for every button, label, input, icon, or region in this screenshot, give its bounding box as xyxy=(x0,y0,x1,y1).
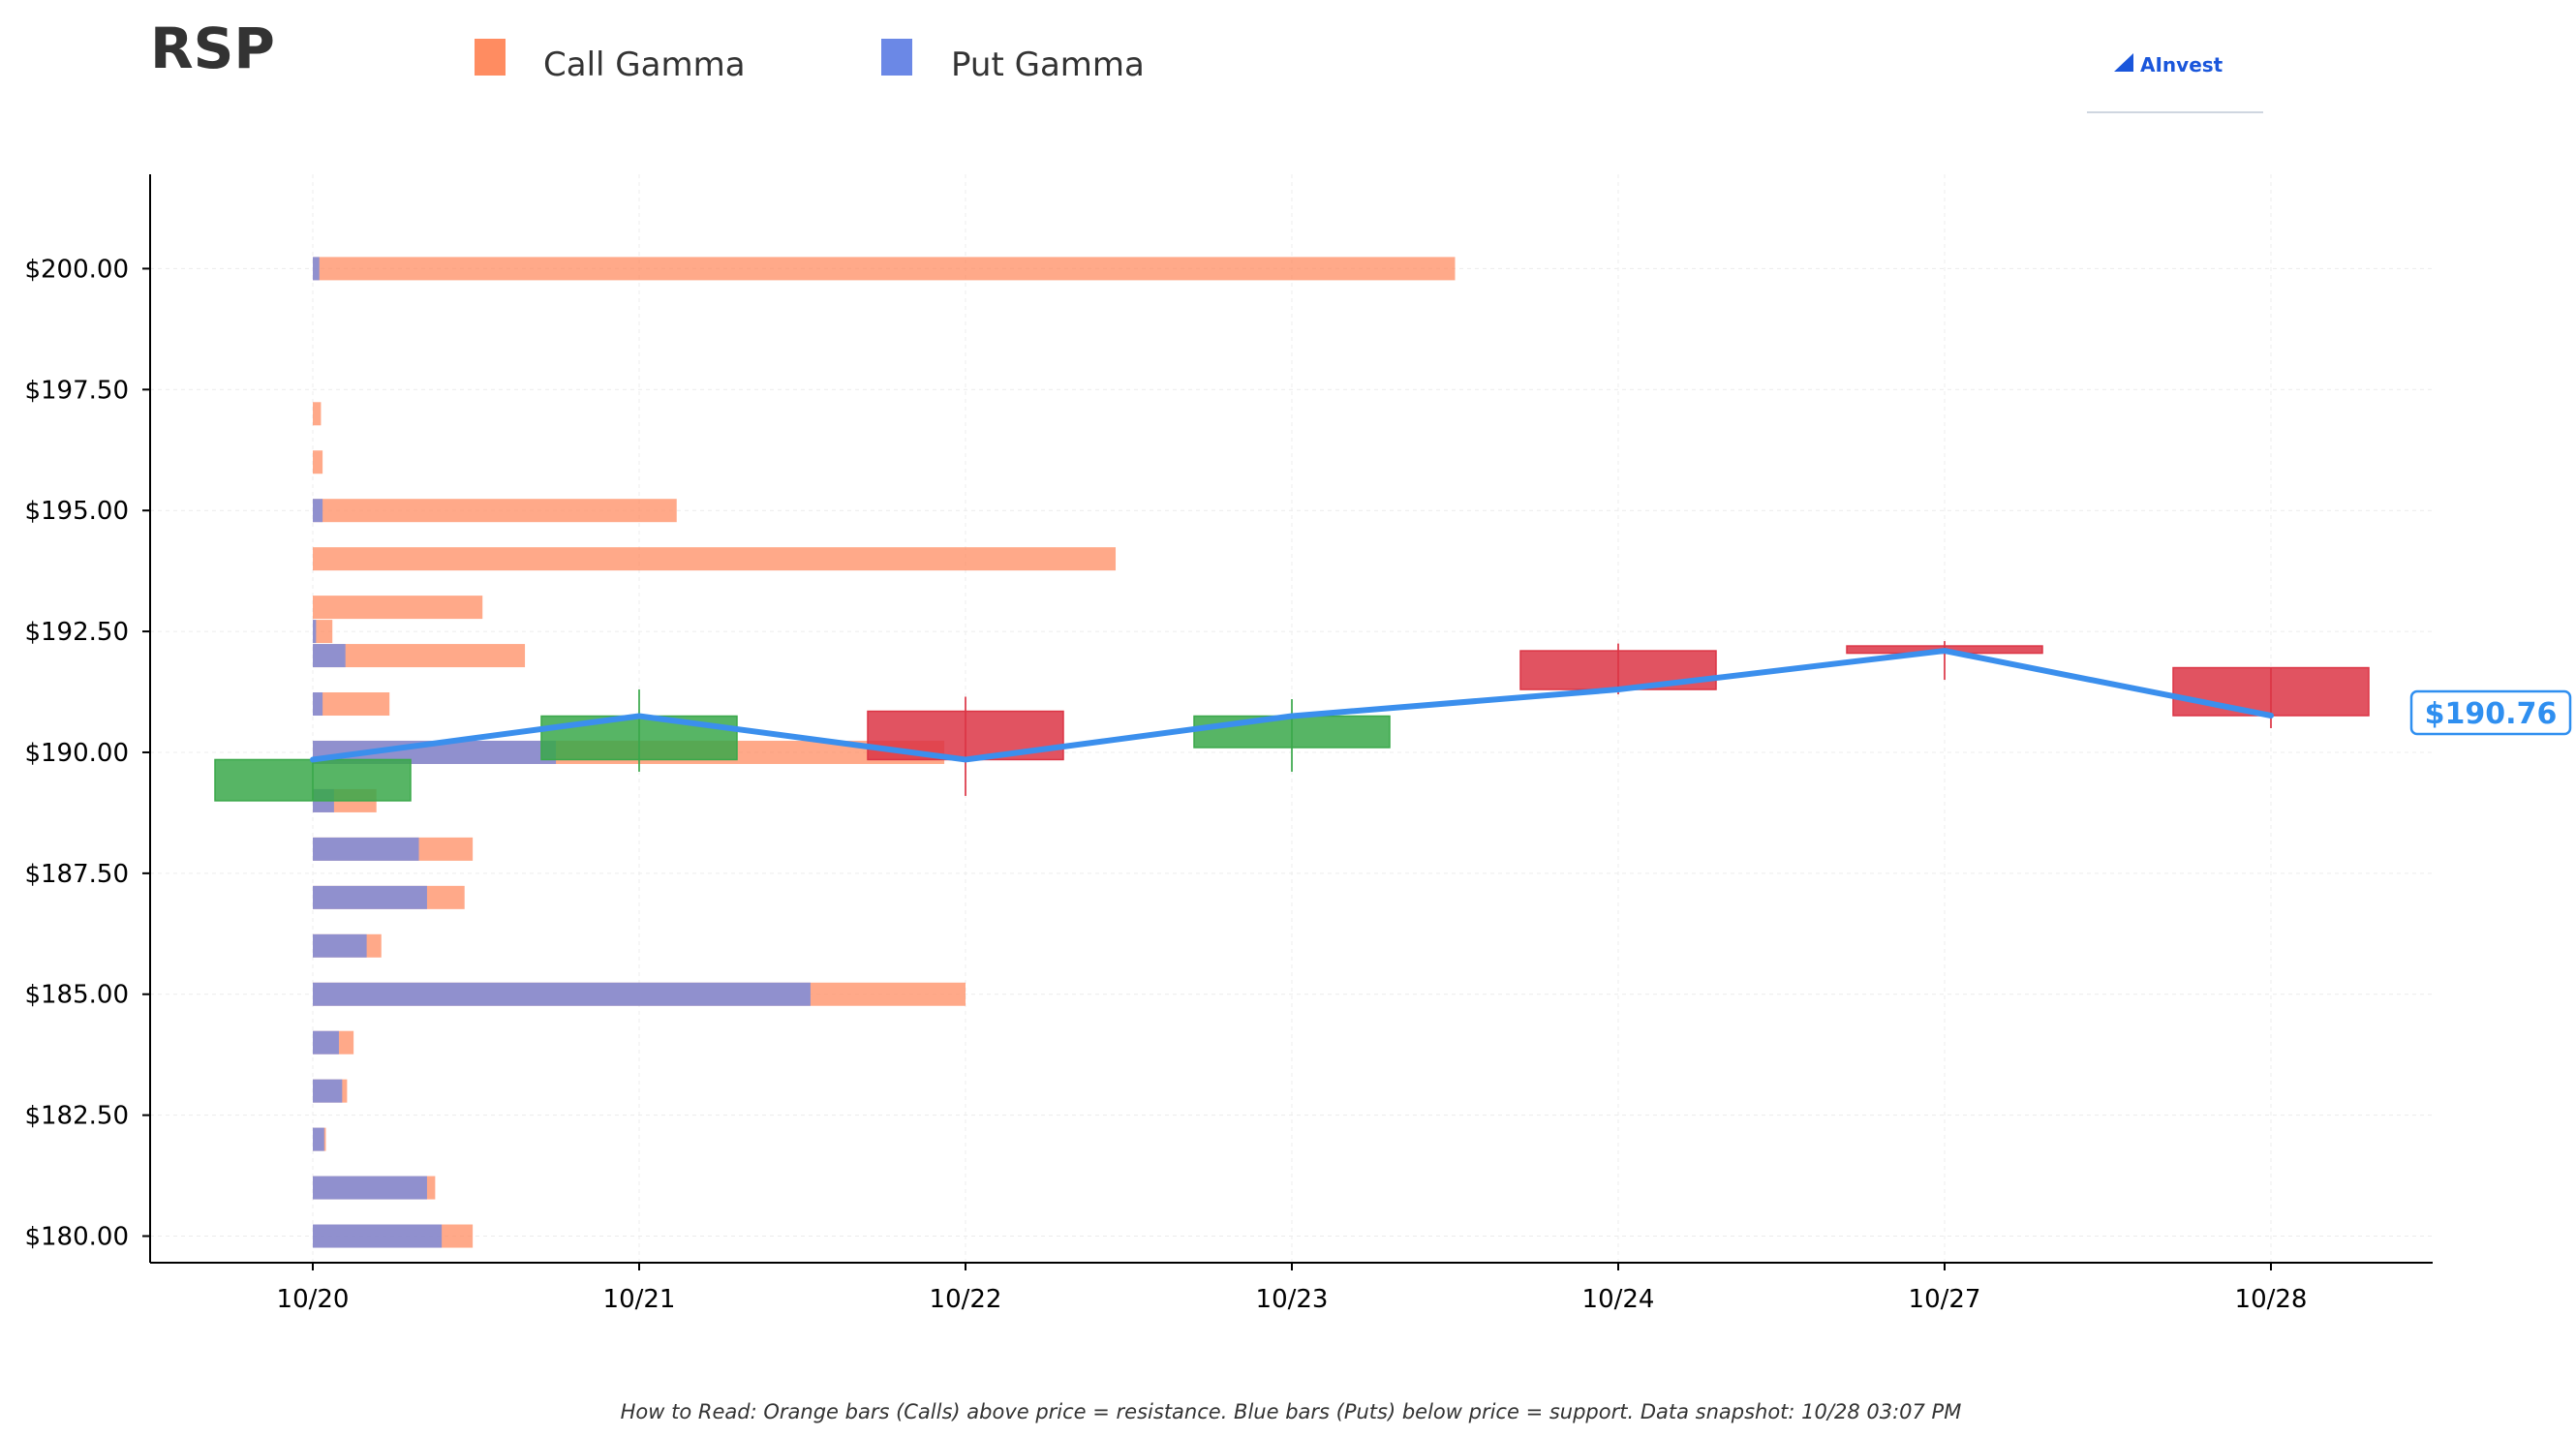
y-tick-label: $180.00 xyxy=(24,1223,129,1252)
price-badge: $190.76 xyxy=(2409,689,2572,736)
put-gamma-bar xyxy=(313,1127,324,1151)
y-tick-label: $190.00 xyxy=(24,739,129,768)
put-gamma-bar xyxy=(313,692,323,717)
call-gamma-bar xyxy=(313,402,322,426)
candle-body xyxy=(1193,715,1391,749)
call-gamma-bar xyxy=(313,499,677,523)
x-tick-label: 10/27 xyxy=(1909,1285,1981,1314)
y-tick-label: $187.50 xyxy=(24,860,129,889)
price-badge-box xyxy=(2409,689,2572,736)
candle-body xyxy=(214,758,412,802)
close-price-polyline xyxy=(310,648,2274,763)
legend-put-label: Put Gamma xyxy=(951,46,1145,84)
legend-call-label: Call Gamma xyxy=(543,46,746,84)
legend-call-swatch xyxy=(475,39,506,76)
chart-title: RSP xyxy=(150,15,275,81)
put-gamma-bar xyxy=(313,1224,443,1248)
gamma-bars xyxy=(313,257,1456,1248)
call-gamma-bar xyxy=(313,644,526,668)
call-gamma-bar xyxy=(313,620,333,644)
current-price-label: $190.76 xyxy=(2425,697,2558,731)
call-gamma-bar xyxy=(313,692,390,717)
axes: $180.00 $182.50 $185.00 $187.50 $190.00 $192.… xyxy=(24,174,2433,1314)
call-gamma-bar xyxy=(313,596,483,620)
put-gamma-bar xyxy=(313,1079,343,1103)
x-tick-label: 10/23 xyxy=(1256,1285,1329,1314)
legend-put-swatch xyxy=(881,39,912,76)
x-tick-label: 10/20 xyxy=(277,1285,350,1314)
x-tick-label: 10/21 xyxy=(603,1285,676,1314)
put-gamma-bar xyxy=(313,933,367,958)
brand-name: AInvest xyxy=(2140,53,2223,76)
put-gamma-bar xyxy=(313,499,323,523)
put-gamma-bar xyxy=(313,1030,339,1055)
brand-logo: AInvest xyxy=(2087,53,2263,113)
put-gamma-bar xyxy=(313,885,427,909)
call-gamma-bar xyxy=(313,547,1117,571)
x-tick-label: 10/24 xyxy=(1582,1285,1655,1314)
y-tick-label: $185.00 xyxy=(24,981,129,1010)
candle-body xyxy=(2172,666,2370,717)
x-tick-label: 10/28 xyxy=(2235,1285,2308,1314)
put-gamma-bar xyxy=(313,620,317,644)
x-tick-label: 10/22 xyxy=(930,1285,1002,1314)
y-tick-label: $200.00 xyxy=(24,255,129,284)
y-tick-label: $195.00 xyxy=(24,497,129,526)
chart-logo-icon xyxy=(2114,53,2133,72)
footnote: How to Read: Orange bars (Calls) above p… xyxy=(621,1400,1962,1423)
y-tick-label: $182.50 xyxy=(24,1102,129,1131)
put-gamma-bar xyxy=(313,982,811,1006)
close-price-line xyxy=(310,648,2274,763)
y-tick-label: $197.50 xyxy=(24,376,129,405)
put-gamma-bar xyxy=(313,644,346,668)
call-gamma-bar xyxy=(313,257,1456,281)
y-tick-label: $192.50 xyxy=(24,618,129,647)
call-gamma-bar xyxy=(313,450,323,474)
put-gamma-bar xyxy=(313,257,320,281)
put-gamma-bar xyxy=(313,837,419,861)
put-gamma-bar xyxy=(313,1176,427,1200)
